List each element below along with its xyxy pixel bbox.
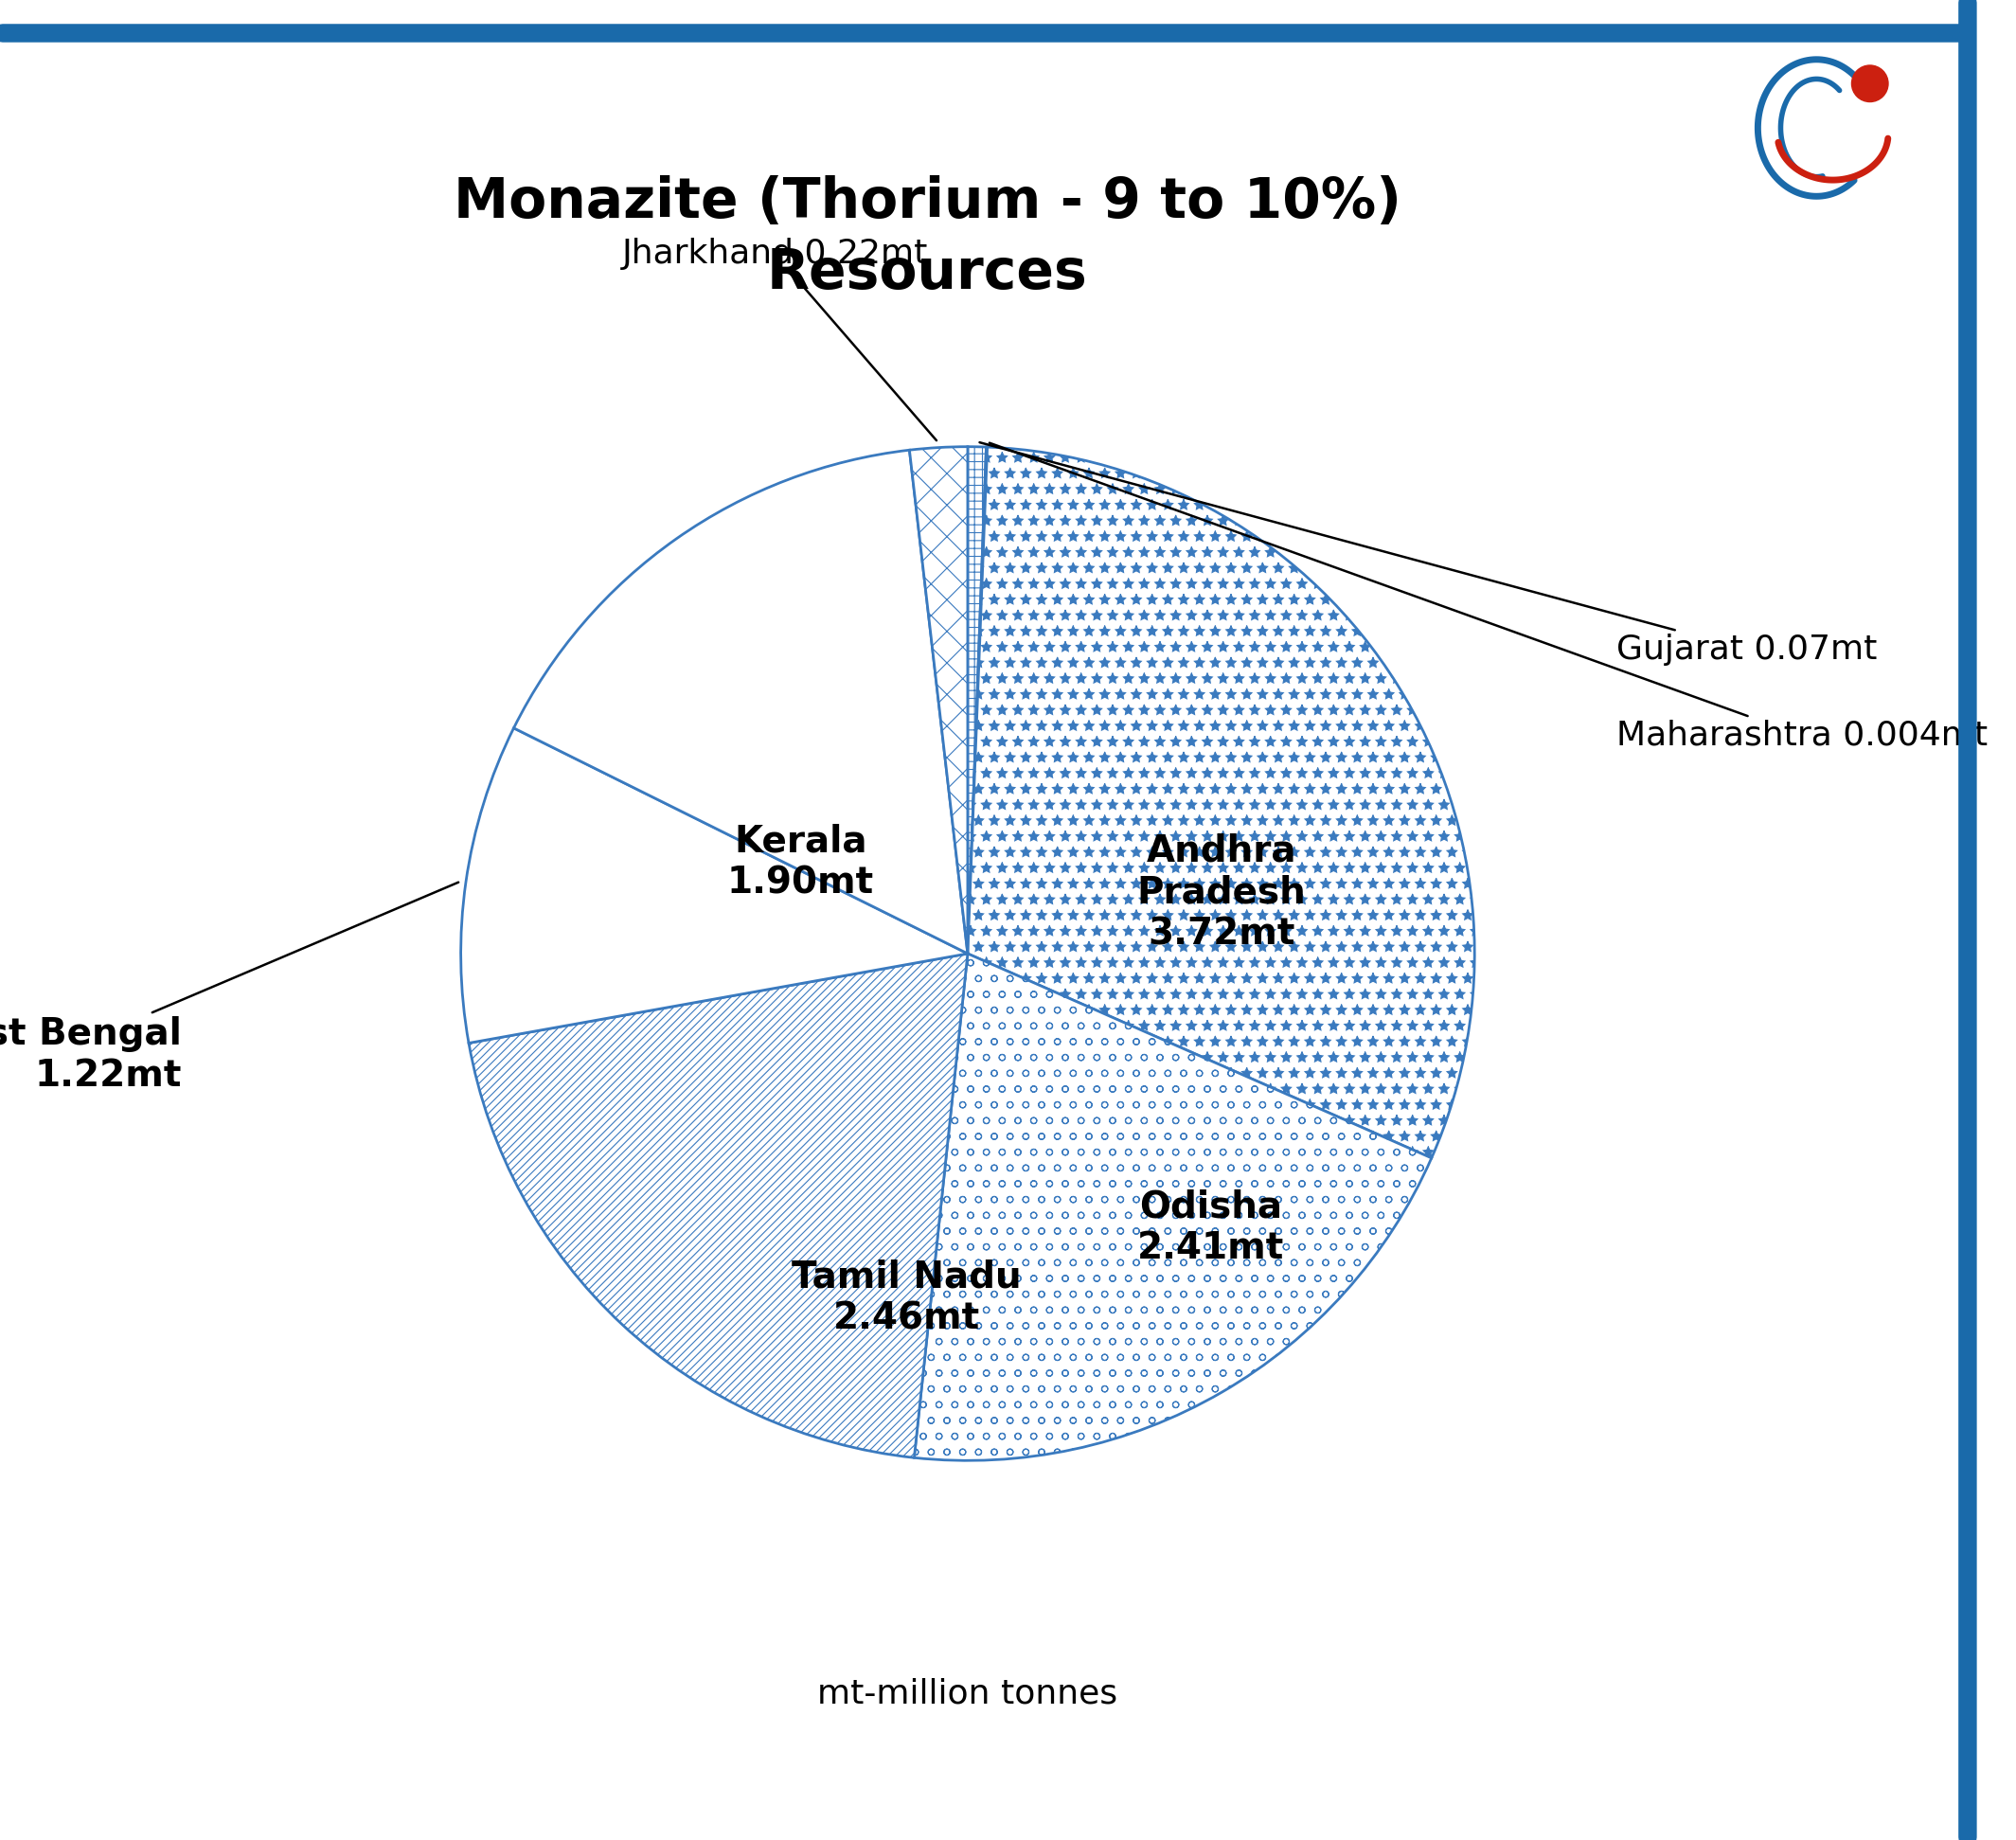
Wedge shape xyxy=(968,447,988,953)
Wedge shape xyxy=(968,447,986,953)
Text: West Bengal
1.22mt: West Bengal 1.22mt xyxy=(0,881,458,1093)
Text: Gujarat 0.07mt: Gujarat 0.07mt xyxy=(980,442,1877,666)
Wedge shape xyxy=(514,451,968,953)
Text: Kerala
1.90mt: Kerala 1.90mt xyxy=(728,824,873,902)
Text: Jharkhand 0.22mt: Jharkhand 0.22mt xyxy=(623,237,937,440)
Wedge shape xyxy=(462,729,968,1043)
Wedge shape xyxy=(913,953,1431,1461)
Circle shape xyxy=(1851,64,1889,101)
Text: Tamil Nadu
2.46mt: Tamil Nadu 2.46mt xyxy=(792,1260,1022,1338)
Text: Maharashtra 0.004mt: Maharashtra 0.004mt xyxy=(990,443,1988,753)
Wedge shape xyxy=(968,447,1474,1157)
Text: Odisha
2.41mt: Odisha 2.41mt xyxy=(1137,1189,1284,1266)
Wedge shape xyxy=(470,953,968,1457)
Text: Monazite (Thorium - 9 to 10%)
Resources: Monazite (Thorium - 9 to 10%) Resources xyxy=(454,175,1401,300)
Text: Andhra
Pradesh
3.72mt: Andhra Pradesh 3.72mt xyxy=(1137,834,1306,953)
Wedge shape xyxy=(909,447,968,953)
Text: mt-million tonnes: mt-million tonnes xyxy=(818,1678,1117,1709)
